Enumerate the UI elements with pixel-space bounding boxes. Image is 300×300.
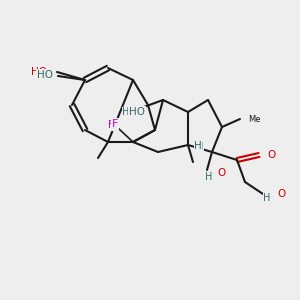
- Text: H: H: [263, 193, 271, 203]
- Text: H: H: [205, 172, 213, 182]
- Text: O: O: [217, 168, 225, 178]
- Text: HO: HO: [31, 67, 47, 77]
- Text: Me: Me: [248, 115, 260, 124]
- Text: HO: HO: [129, 107, 145, 117]
- Text: HO: HO: [37, 70, 53, 80]
- Text: O: O: [267, 150, 275, 160]
- Text: F: F: [108, 120, 114, 130]
- Text: F: F: [112, 119, 118, 129]
- Text: H: H: [196, 142, 204, 152]
- Text: HO: HO: [122, 107, 137, 117]
- Text: H: H: [194, 141, 202, 151]
- Text: O: O: [277, 189, 285, 199]
